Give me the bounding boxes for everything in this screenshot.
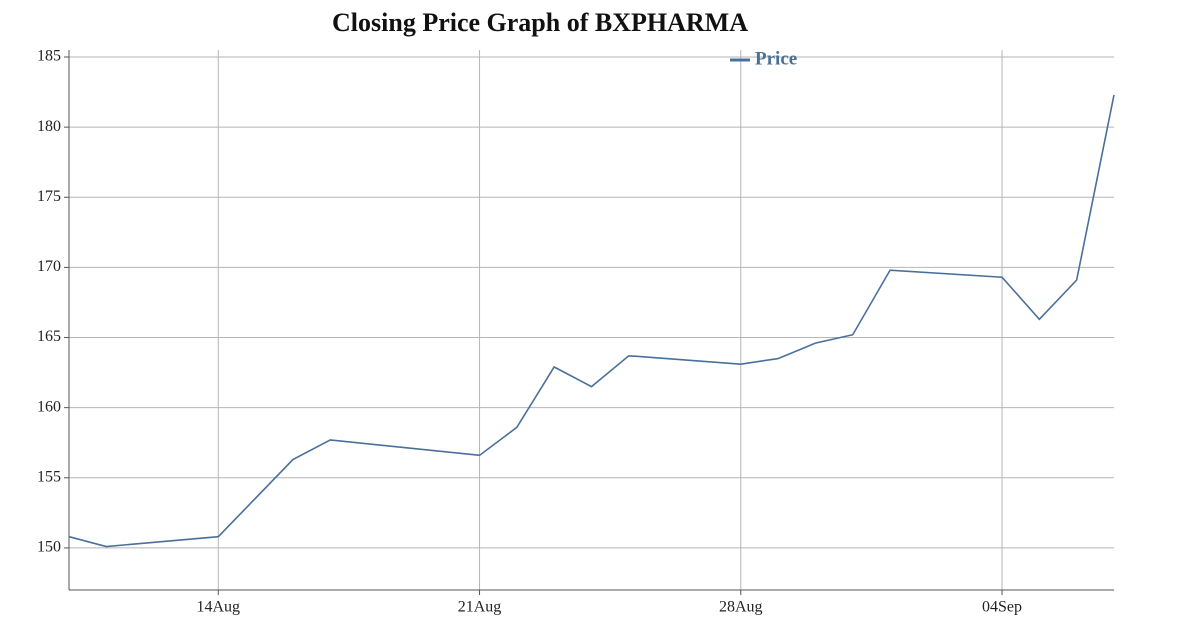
x-tick-label: 21Aug: [458, 599, 502, 616]
price-line: [68, 94, 1115, 548]
y-tick-label: 180: [37, 118, 61, 135]
legend-label: Price: [755, 48, 797, 69]
chart-title: Closing Price Graph of BXPHARMA: [332, 8, 748, 37]
x-tick-label: 14Aug: [197, 599, 241, 616]
y-tick-label: 175: [37, 188, 61, 205]
y-tick-label: 185: [37, 48, 61, 65]
y-tick-label: 160: [37, 398, 61, 415]
y-tick-label: 165: [37, 328, 61, 345]
y-tick-label: 155: [37, 468, 61, 485]
y-tick-label: 150: [37, 539, 61, 556]
x-tick-label: 28Aug: [719, 599, 763, 616]
y-tick-label: 170: [37, 258, 61, 275]
x-tick-label: 04Sep: [982, 599, 1022, 616]
